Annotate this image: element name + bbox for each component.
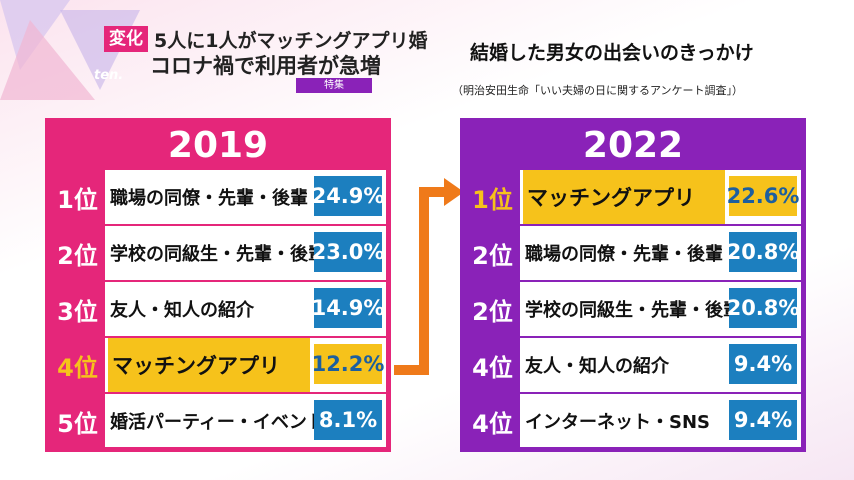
table-row: 2位 学校の同級生・先輩・後輩 20.8% xyxy=(465,280,801,336)
headline-1: 5人に1人がマッチングアプリ婚 xyxy=(154,30,428,52)
table-row: 2位 職場の同僚・先輩・後輩 20.8% xyxy=(465,224,801,280)
rank: 1位 xyxy=(465,170,520,224)
source: （明治安田生命「いい夫婦の日に関するアンケート調査」） xyxy=(452,84,744,97)
percentage: 20.8% xyxy=(727,232,799,272)
percentage: 12.2% xyxy=(312,344,384,384)
percentage: 23.0% xyxy=(312,232,384,272)
rank: 1位 xyxy=(50,170,105,224)
percentage: 8.1% xyxy=(314,400,382,440)
table-row: 4位 友人・知人の紹介 9.4% xyxy=(465,336,801,392)
percentage: 20.8% xyxy=(727,288,799,328)
table-row: 4位 インターネット・SNS 9.4% xyxy=(465,392,801,448)
percentage: 9.4% xyxy=(729,344,797,384)
label: 職場の同僚・先輩・後輩 xyxy=(110,188,308,209)
table-row: 1位 職場の同僚・先輩・後輩 24.9% xyxy=(50,168,386,224)
table-row: 2位 学校の同級生・先輩・後輩 23.0% xyxy=(50,224,386,280)
percentage: 24.9% xyxy=(312,176,384,216)
label: マッチングアプリ xyxy=(523,170,725,224)
logo: ten. xyxy=(94,68,124,83)
rank: 3位 xyxy=(50,282,105,336)
label: インターネット・SNS xyxy=(525,412,710,433)
rank: 4位 xyxy=(465,394,520,448)
table-year: 2019 xyxy=(50,123,386,168)
rank: 4位 xyxy=(50,338,105,392)
rank: 2位 xyxy=(465,226,520,280)
rank: 5位 xyxy=(50,394,105,448)
rank: 2位 xyxy=(50,226,105,280)
badge: 変化 xyxy=(104,26,148,52)
title: 結婚した男女の出会いのきっかけ xyxy=(470,42,754,64)
arrow xyxy=(394,178,464,375)
label: 職場の同僚・先輩・後輩 xyxy=(525,244,723,265)
percentage: 22.6% xyxy=(727,176,799,216)
label: 学校の同級生・先輩・後輩 xyxy=(525,300,741,321)
table-year: 2022 xyxy=(465,123,801,168)
label: 学校の同級生・先輩・後輩 xyxy=(110,244,326,265)
tag: 特集 xyxy=(296,78,372,93)
label: 婚活パーティー・イベント xyxy=(110,412,325,433)
rank: 2位 xyxy=(465,282,520,336)
table-row: 3位 友人・知人の紹介 14.9% xyxy=(50,280,386,336)
headline-2: コロナ禍で利用者が急増 xyxy=(150,54,381,78)
label: 友人・知人の紹介 xyxy=(525,356,669,377)
ranking-table: 2022 1位 マッチングアプリ 22.6% 2位 職場の同僚・先輩・後輩 20.8% 2位学… xyxy=(460,118,806,452)
label: マッチングアプリ xyxy=(108,338,310,392)
percentage: 14.9% xyxy=(312,288,384,328)
rank: 4位 xyxy=(465,338,520,392)
table-row: 4位 マッチングアプリ 12.2% xyxy=(50,336,386,392)
table-row: 1位 マッチングアプリ 22.6% xyxy=(465,168,801,224)
table-row: 5位 婚活パーティー・イベント 8.1% xyxy=(50,392,386,448)
percentage: 9.4% xyxy=(729,400,797,440)
label: 友人・知人の紹介 xyxy=(110,300,254,321)
ranking-table: 2019 1位 職場の同僚・先輩・後輩 24.9% 2位 学校の同級生・先輩・後輩 23.0… xyxy=(45,118,391,452)
